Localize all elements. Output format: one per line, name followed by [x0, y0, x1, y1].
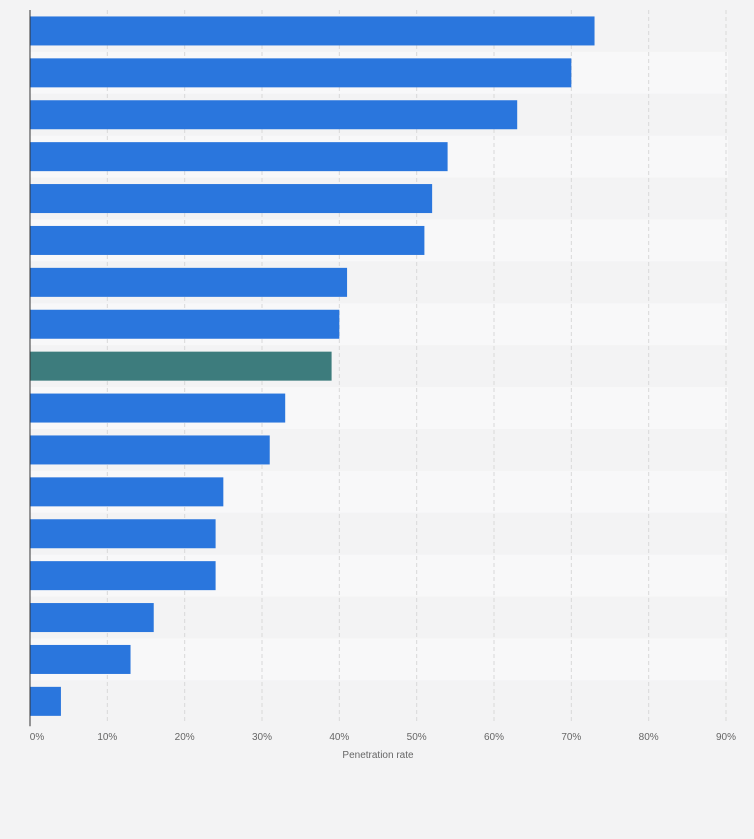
x-tick-label: 70%: [561, 732, 581, 743]
bar: [30, 603, 154, 633]
x-tick-label: 10%: [97, 732, 117, 743]
x-tick-label: 50%: [407, 732, 427, 743]
row-band: [30, 680, 728, 723]
bar: [30, 184, 433, 214]
bar: [30, 58, 572, 88]
x-tick-labels: 0% 10% 20% 30% 40% 50% 60% 70% 80% 90%: [30, 732, 736, 743]
x-tick-label: 80%: [639, 732, 659, 743]
bar: [30, 16, 595, 46]
bar: [30, 435, 270, 465]
bar: [30, 477, 224, 507]
bar: [30, 309, 340, 339]
x-tick-label: 0%: [30, 732, 45, 743]
bar: [30, 519, 216, 549]
bar-highlighted: [30, 351, 332, 381]
row-band: [30, 638, 728, 681]
bar: [30, 267, 348, 297]
x-tick-label: 20%: [175, 732, 195, 743]
bar: [30, 644, 131, 674]
bars: [30, 16, 595, 716]
x-tick-label: 60%: [484, 732, 504, 743]
bar: [30, 393, 286, 423]
bar: [30, 100, 518, 130]
x-tick-label: 90%: [716, 732, 736, 743]
x-tick-label: 40%: [329, 732, 349, 743]
x-tick-label: 30%: [252, 732, 272, 743]
bar: [30, 561, 216, 591]
bar: [30, 142, 448, 172]
bar: [30, 225, 425, 255]
bar: [30, 686, 61, 716]
x-axis-label: Penetration rate: [342, 750, 414, 761]
